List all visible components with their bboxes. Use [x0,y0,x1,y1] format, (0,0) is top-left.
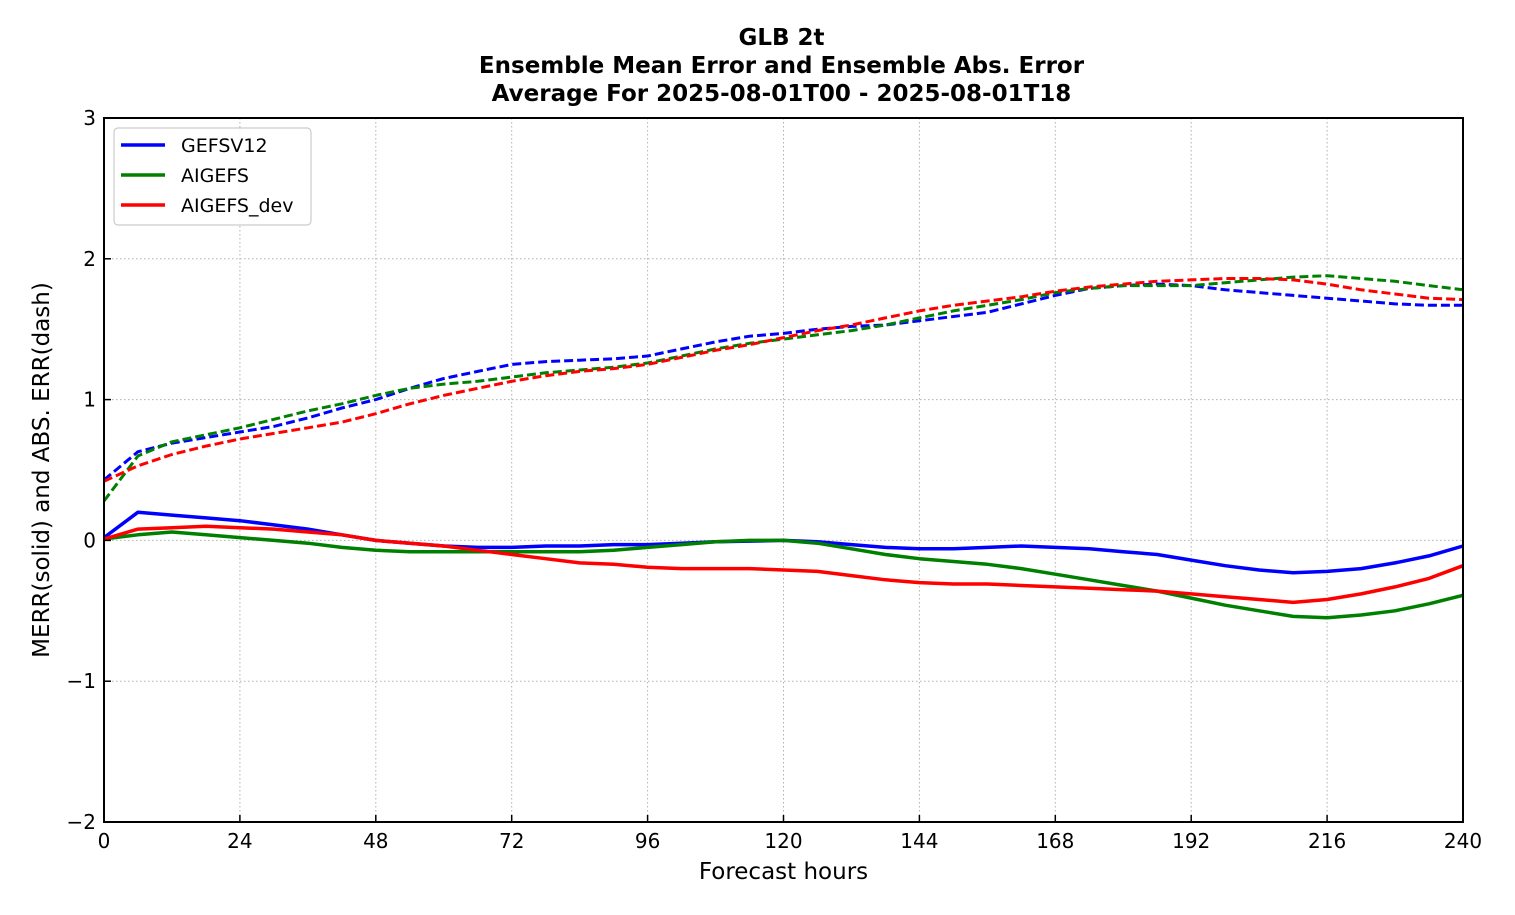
x-axis-label: Forecast hours [699,859,868,885]
chart-title: GLB 2t Ensemble Mean Error and Ensemble … [0,24,1515,108]
y-axis-label: MERR(solid) and ABS. ERR(dash) [29,282,55,658]
x-tick-label: 120 [764,829,802,853]
chart-title-line-2: Ensemble Mean Error and Ensemble Abs. Er… [478,53,1085,79]
x-tick-label: 192 [1172,829,1210,853]
x-tick-label: 96 [635,829,660,853]
x-tick-label: 48 [363,829,388,853]
y-tick-label: 2 [83,247,96,271]
x-tick-label: 216 [1308,829,1346,853]
legend-label: AIGEFS_dev [181,195,293,217]
chart-title-line-3: Average For 2025-08-01T00 - 2025-08-01T1… [491,81,1072,107]
series-gefsv12-abs-err-line [103,282,1463,482]
legend-box [113,127,312,226]
legend: GEFSV12 AIGEFS AIGEFS_dev [113,127,312,226]
x-tick-label: 72 [499,829,524,853]
y-tick-label: −2 [67,810,96,834]
series-aigefs-dev-merr-line [103,524,1464,605]
series-aigefs-dev-abs-err-line [103,277,1464,483]
y-tick-label: 0 [83,528,96,552]
y-tick-label: −1 [67,669,96,693]
x-tick-label: 144 [900,829,938,853]
x-tick-label: 168 [1036,829,1074,853]
legend-label: AIGEFS [181,165,249,187]
x-tick-label: 0 [98,829,111,853]
chart-title-line-1: GLB 2t [738,25,825,51]
series-lines [102,274,1464,620]
series-aigefs-merr-line [103,530,1464,620]
y-tick-label: 3 [83,106,96,130]
x-tick-label: 24 [227,829,252,853]
axis-ticks: 0 24 48 72 96 120 144 168 192 216 240 −2 −1 0 1 2 3 [67,106,1483,853]
legend-label: GEFSV12 [181,135,268,157]
y-tick-label: 1 [83,388,96,412]
series-aigefs-abs-err-line [102,274,1464,502]
plot-frame [103,117,1464,823]
x-tick-label: 240 [1444,829,1482,853]
